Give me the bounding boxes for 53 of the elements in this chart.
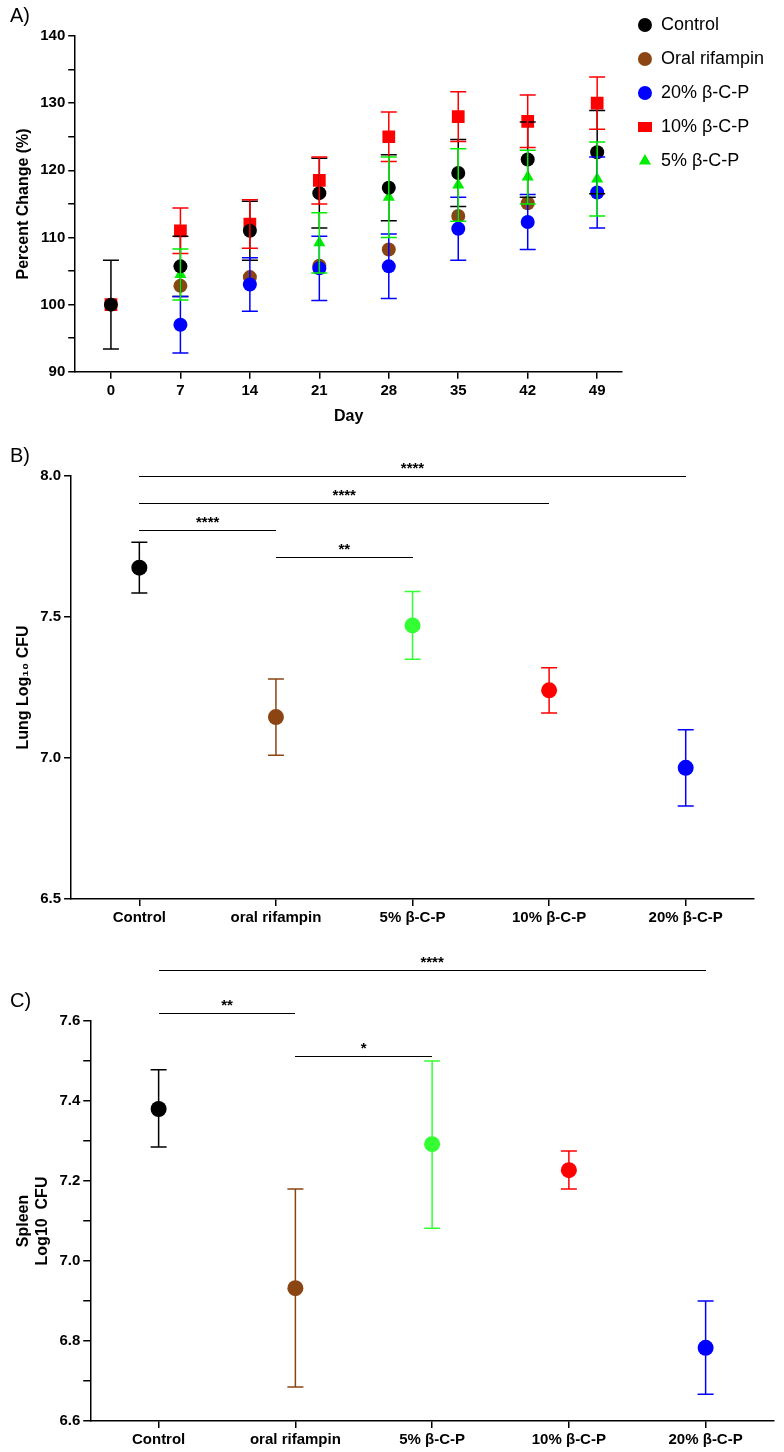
y-tick-label: 7.0 (40, 748, 62, 766)
annotation: **** (195, 513, 220, 530)
x-tick-label: 10% β-C-P (531, 1430, 606, 1448)
y-tick-label: 130 (40, 93, 66, 111)
x-tick-label: 7 (176, 380, 185, 398)
x-tick-label: 28 (380, 380, 398, 398)
y-tick-label: 90 (48, 361, 66, 379)
y-axis-title: Spleen Log10 CFU (14, 1176, 51, 1266)
y-tick-label: 7.5 (40, 607, 62, 625)
annotation: **** (400, 459, 425, 476)
text: ** (221, 995, 233, 1013)
text: **** (420, 952, 444, 970)
x-tick-label: 20% β-C-P (668, 1430, 743, 1448)
annotation: ** (338, 540, 351, 557)
legend-label: 5% β-C-P (660, 149, 740, 170)
x-tick-label: 14 (241, 380, 259, 398)
x-tick-label: 21 (310, 380, 328, 398)
legend-label: 20% β-C-P (660, 81, 750, 102)
y-tick-label: 120 (40, 160, 66, 178)
y-tick-label: 7.2 (59, 1171, 81, 1189)
x-tick-label: 42 (519, 380, 537, 398)
x-axis-title: Day (333, 406, 364, 424)
x-tick-label: 5% β-C-P (399, 1430, 466, 1448)
y-tick-label: 8.0 (40, 466, 62, 484)
legend-label: Oral rifampin (660, 47, 765, 68)
annotation: **** (332, 486, 356, 503)
x-tick-label: oral rifampin (230, 908, 322, 926)
y-axis-title: Lung Log₁₀ CFU (14, 625, 32, 750)
y-tick-label: 110 (41, 227, 66, 245)
y-tick-label: 6.8 (59, 1331, 81, 1349)
chart-title: C) (10, 988, 32, 1011)
y-tick-label: 7.4 (59, 1091, 81, 1109)
y-tick-label: 7.0 (59, 1251, 81, 1269)
chart-title: A) (10, 3, 30, 26)
y-tick-label: 6.6 (59, 1411, 81, 1429)
y-tick-label: 6.5 (40, 889, 62, 907)
x-tick-label: oral rifampin (249, 1430, 341, 1448)
x-tick-label: Control (131, 1430, 186, 1448)
x-tick-label: 5% β-C-P (379, 908, 446, 926)
legend-label: Control (660, 13, 720, 34)
y-tick-label: 7.6 (59, 1011, 81, 1029)
y-tick-label: 140 (40, 26, 66, 44)
x-tick-label: 0 (106, 380, 116, 398)
x-tick-label: 10% β-C-P (512, 908, 587, 926)
chart-title: B) (10, 443, 30, 466)
y-tick-label: 100 (40, 294, 66, 312)
x-tick-label: Control (112, 908, 167, 926)
x-tick-label: 49 (588, 380, 606, 398)
x-tick-label: 20% β-C-P (648, 908, 723, 926)
annotation: * (360, 1039, 367, 1057)
legend-label: 10% β-C-P (660, 115, 750, 136)
x-tick-label: 35 (449, 380, 467, 398)
y-axis-title: Percent Change (%) (14, 128, 32, 280)
